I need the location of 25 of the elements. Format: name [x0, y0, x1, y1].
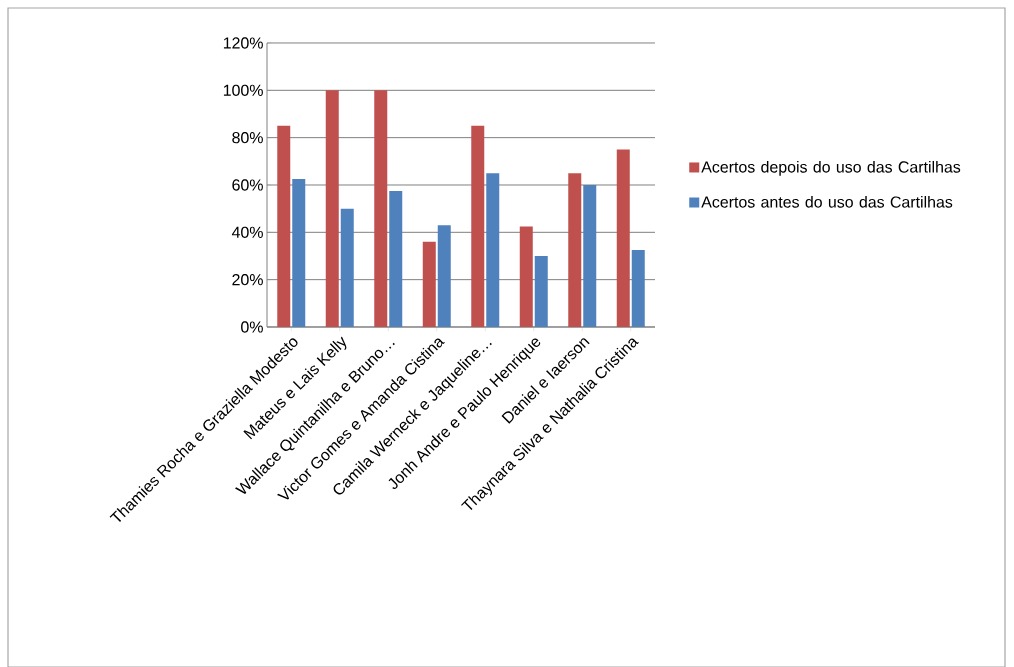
bar	[325, 90, 339, 327]
bar	[534, 255, 548, 327]
bar	[437, 225, 451, 327]
y-tick-label: 20%	[232, 274, 263, 286]
legend-label: Acertos depois do uso das Cartilhas	[701, 160, 961, 176]
bar	[277, 125, 291, 327]
y-tick-label: 100%	[223, 84, 263, 96]
bar	[631, 250, 645, 327]
y-tick-label: 40%	[231, 226, 263, 238]
y-tick-label: 120%	[223, 37, 263, 49]
bar	[519, 226, 533, 327]
bar	[616, 149, 630, 327]
bar	[568, 173, 582, 327]
bar	[340, 208, 354, 327]
legend-label: Acertos antes do uso das Cartilhas	[701, 195, 953, 208]
y-tick-label: 60%	[232, 179, 263, 191]
bar	[292, 179, 306, 327]
y-tick-label: 0%	[241, 321, 263, 333]
bar	[471, 125, 485, 327]
bar	[374, 90, 388, 327]
y-tick-label: 80%	[232, 132, 263, 144]
bar	[422, 241, 436, 327]
bar	[486, 173, 500, 327]
bar	[583, 184, 597, 327]
bar	[389, 190, 403, 327]
